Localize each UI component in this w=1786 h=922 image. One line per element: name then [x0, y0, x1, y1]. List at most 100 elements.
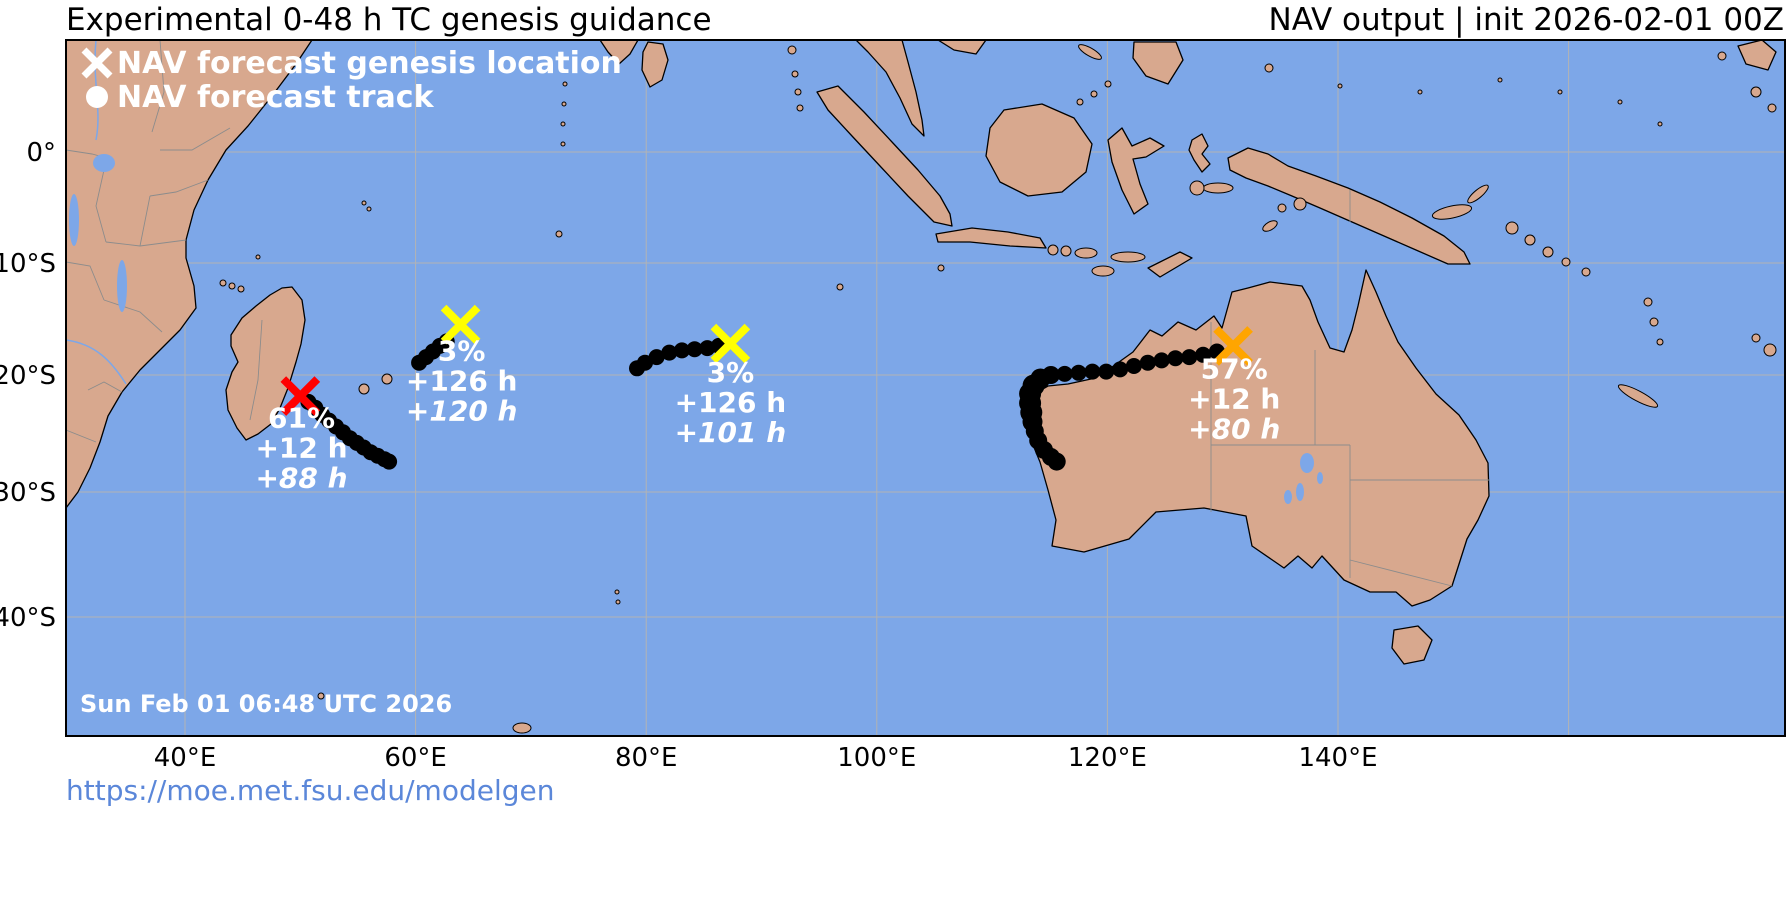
- axis-layer: 40°E 60°E 80°E 100°E 120°E 140°E 0° 10°S 20°S 30°…: [0, 138, 1378, 773]
- reunion: [358, 383, 370, 395]
- genesis-location-icon: [81, 47, 113, 79]
- maldives-atoll: [560, 141, 566, 147]
- genesis-x-marker: [440, 304, 481, 345]
- buru: [1189, 180, 1205, 196]
- track-point: [629, 360, 645, 377]
- seychelles: [361, 200, 367, 206]
- pacific-atoll: [1717, 51, 1727, 61]
- lon-tick-label: 120°E: [1068, 743, 1147, 773]
- model-init-title: NAV output | init 2026-02-01 00Z: [1269, 2, 1784, 38]
- seram: [1202, 182, 1234, 194]
- track-end-lead-label: +80 h: [1188, 413, 1280, 446]
- micronesia-atoll: [1657, 121, 1663, 127]
- sulawesi: [1107, 127, 1165, 215]
- map-frame: [65, 39, 1786, 737]
- track-point: [1084, 363, 1101, 380]
- lake-tanganyika: [69, 194, 79, 246]
- java: [935, 227, 1047, 249]
- solomon-island: [1561, 257, 1571, 267]
- sumba: [1091, 265, 1115, 277]
- sulu-island: [1104, 80, 1112, 88]
- grid-layer: [66, 40, 1785, 736]
- track-end-lead-label: +101 h: [675, 416, 787, 449]
- indochina-coast: [937, 40, 987, 55]
- footer-url-link[interactable]: https://moe.met.fsu.edu/modelgen: [66, 774, 554, 807]
- lat-tick-label: 0°: [26, 138, 56, 168]
- amsterdam-island: [615, 599, 621, 605]
- vanuatu-island: [1643, 297, 1653, 307]
- kai-islands: [1277, 203, 1287, 213]
- valid-timestamp: Sun Feb 01 06:48 UTC 2026: [80, 690, 452, 718]
- andaman-island: [787, 45, 797, 55]
- maldives-atoll: [562, 81, 568, 87]
- track-point: [1167, 350, 1184, 367]
- mindanao: [1132, 41, 1184, 85]
- lon-tick-label: 100°E: [837, 743, 916, 773]
- micronesia-atoll: [1417, 89, 1423, 95]
- madagascar-landmass: [225, 286, 306, 441]
- cocos-islands: [836, 283, 844, 291]
- lakes-rivers: [66, 40, 1323, 504]
- nicobar-island: [794, 88, 802, 96]
- aldabra: [255, 254, 261, 260]
- track-point: [661, 344, 678, 361]
- genesis-lead-label: +12 h: [1188, 383, 1280, 416]
- chart-title: Experimental 0-48 h TC genesis guidance: [66, 2, 712, 38]
- vanuatu-island: [1656, 338, 1664, 346]
- genesis-probability-label: 57%: [1201, 353, 1268, 386]
- new-britain: [1431, 204, 1473, 220]
- vanuatu-island: [1649, 317, 1659, 327]
- india-tip: [599, 40, 639, 65]
- malay-peninsula: [855, 40, 925, 137]
- bougainville: [1505, 221, 1519, 235]
- genesis-lead-label: +126 h: [675, 386, 787, 419]
- genesis-x-marker: [1213, 326, 1253, 366]
- lat-tick-label: 30°S: [0, 478, 56, 508]
- track-point: [1047, 452, 1066, 471]
- track-end-lead-label: +120 h: [406, 394, 518, 427]
- new-caledonia: [1617, 384, 1659, 408]
- lake-frome: [1317, 472, 1323, 484]
- st-paul-island: [614, 589, 620, 595]
- genesis-lead-label: +12 h: [255, 432, 347, 465]
- borneo: [985, 103, 1093, 197]
- genesis-probability-label: 3%: [438, 334, 486, 367]
- chagos: [555, 230, 563, 238]
- tanimbar: [1262, 220, 1278, 232]
- forecast-system-3: 3%+126 h+101 h: [629, 323, 787, 449]
- sulu-island: [1090, 90, 1098, 98]
- genesis-x-marker: [280, 376, 321, 416]
- track-point: [381, 453, 398, 470]
- track-point: [1195, 346, 1212, 363]
- micronesia-atoll: [1617, 99, 1623, 105]
- legend-genesis-label: NAV forecast genesis location: [117, 46, 622, 81]
- flores: [1110, 251, 1146, 263]
- mauritius: [381, 373, 393, 385]
- comoros-island: [237, 285, 245, 293]
- lake-victoria: [93, 154, 115, 172]
- track-point: [1098, 363, 1115, 380]
- lat-tick-label: 20°S: [0, 361, 56, 391]
- nicobar-island: [796, 104, 804, 112]
- lon-tick-label: 40°E: [154, 743, 217, 773]
- solomon-island: [1581, 267, 1591, 277]
- micronesia-atoll: [1497, 77, 1503, 83]
- solomon-island: [1524, 234, 1536, 246]
- forecast-system-4: 57%+12 h+80 h: [1019, 326, 1280, 471]
- track-dot-icon: [86, 86, 108, 108]
- solomon-island: [1542, 246, 1554, 258]
- africa-landmass: [66, 40, 313, 509]
- new-ireland: [1467, 184, 1489, 204]
- legend-track-label: NAV forecast track: [117, 80, 435, 115]
- pacific-atoll: [1767, 103, 1777, 113]
- sri-lanka: [641, 41, 669, 88]
- pacific-atoll: [1750, 86, 1762, 98]
- timor: [1147, 251, 1193, 278]
- track-end-lead-label: +88 h: [255, 462, 347, 495]
- palawan: [1078, 44, 1102, 60]
- kerguelen: [512, 722, 532, 734]
- lake-malawi: [117, 260, 127, 312]
- palau: [1264, 63, 1274, 73]
